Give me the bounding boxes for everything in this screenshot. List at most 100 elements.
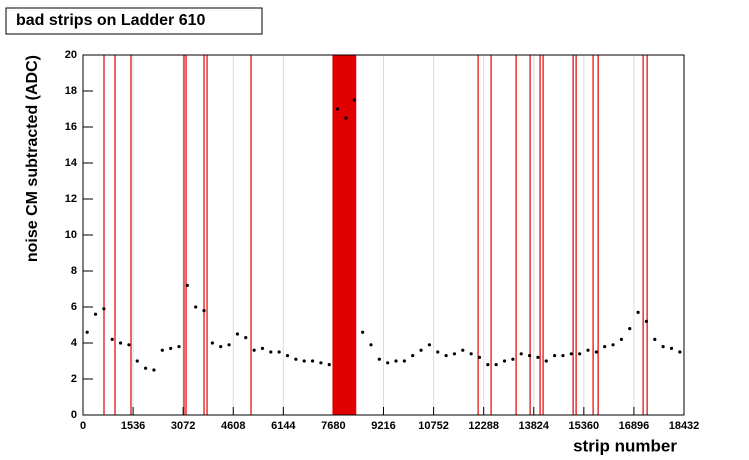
data-point [135, 359, 139, 363]
data-point [310, 359, 315, 363]
data-point [210, 341, 214, 345]
data-point [102, 307, 106, 311]
bad-strip-range [332, 55, 357, 415]
data-point [294, 357, 298, 361]
data-point [628, 327, 632, 331]
data-point [619, 337, 623, 341]
x-tick-label: 6144 [271, 420, 296, 432]
y-tick-label: 0 [71, 409, 77, 421]
data-point [194, 305, 198, 309]
x-tick-label: 18432 [669, 420, 700, 432]
y-tick-label: 14 [65, 157, 78, 169]
data-point [452, 352, 457, 356]
data-point [636, 310, 640, 314]
plot-frame [82, 54, 685, 416]
data-point [185, 283, 189, 287]
data-point [277, 350, 281, 354]
data-point [444, 354, 448, 358]
data-point [411, 354, 415, 358]
x-tick-label: 10752 [418, 420, 449, 432]
data-point [644, 319, 649, 323]
data-point [377, 357, 381, 361]
data-point [603, 345, 607, 349]
x-tick-label: 16896 [619, 420, 650, 432]
x-tick-label: 4608 [221, 420, 245, 432]
data-point [344, 116, 348, 120]
data-point [335, 107, 340, 111]
data-point [594, 350, 598, 354]
data-point [369, 343, 373, 347]
y-tick-label: 18 [65, 85, 77, 97]
data-point [469, 352, 473, 356]
data-point [352, 98, 356, 102]
x-axis-label: strip number [573, 436, 677, 455]
data-point [536, 355, 540, 359]
data-point [319, 361, 323, 365]
data-point [327, 363, 331, 367]
data-point [486, 363, 490, 367]
data-point [177, 345, 181, 349]
data-point [160, 348, 164, 352]
data-point [586, 348, 590, 352]
y-tick-label: 12 [65, 193, 77, 205]
x-tick-label: 9216 [371, 420, 395, 432]
title-box [5, 7, 263, 35]
y-tick-label: 8 [71, 265, 77, 277]
y-tick-label: 20 [65, 49, 77, 61]
data-point [527, 354, 532, 358]
data-point [169, 346, 173, 350]
data-point [269, 350, 273, 354]
data-point [386, 361, 390, 365]
plot-area: 0 1536 3072 4608 6144 7680 9216 10752 12288 13824… [65, 49, 700, 432]
data-point [578, 352, 582, 356]
data-point [244, 336, 248, 340]
data-point [219, 345, 223, 349]
data-point [544, 359, 548, 363]
data-point [669, 346, 674, 350]
data-point [235, 332, 240, 336]
y-tick-label: 16 [65, 121, 77, 133]
data-point [394, 359, 398, 363]
data-point [494, 363, 498, 367]
data-point [436, 350, 440, 354]
data-point [678, 350, 682, 354]
x-tick-label: 1536 [121, 420, 145, 432]
x-tick-label: 3072 [171, 420, 195, 432]
x-tick-label: 0 [80, 420, 86, 432]
data-point [611, 343, 615, 347]
data-point [302, 359, 306, 363]
data-point [519, 352, 523, 356]
data-point [661, 345, 665, 349]
data-point [144, 366, 148, 370]
data-point [127, 343, 131, 347]
y-tick-label: 4 [71, 337, 78, 349]
data-point [569, 352, 573, 356]
x-tick-label: 15360 [569, 420, 600, 432]
data-point [252, 348, 256, 352]
data-point [553, 354, 557, 358]
data-point [227, 343, 231, 347]
x-tick-label: 12288 [468, 420, 499, 432]
data-point [202, 309, 206, 313]
data-point [260, 346, 265, 350]
data-point [361, 330, 365, 334]
x-tick-label: 7680 [321, 420, 345, 432]
y-tick-label: 2 [71, 373, 77, 385]
data-point [477, 355, 482, 359]
data-point [152, 368, 156, 372]
data-point [427, 343, 432, 347]
data-point [110, 337, 114, 341]
data-point [461, 348, 465, 352]
data-point [502, 359, 507, 363]
data-point [561, 354, 565, 358]
data-point [118, 341, 123, 345]
data-point [419, 348, 423, 352]
data-point [285, 354, 290, 358]
x-tick-label: 13824 [518, 420, 549, 432]
y-tick-label: 10 [65, 229, 77, 241]
data-point [511, 357, 515, 361]
data-point [402, 359, 406, 363]
data-point [85, 330, 89, 334]
y-axis-label: noise CM subtracted (ADC) [24, 55, 41, 262]
